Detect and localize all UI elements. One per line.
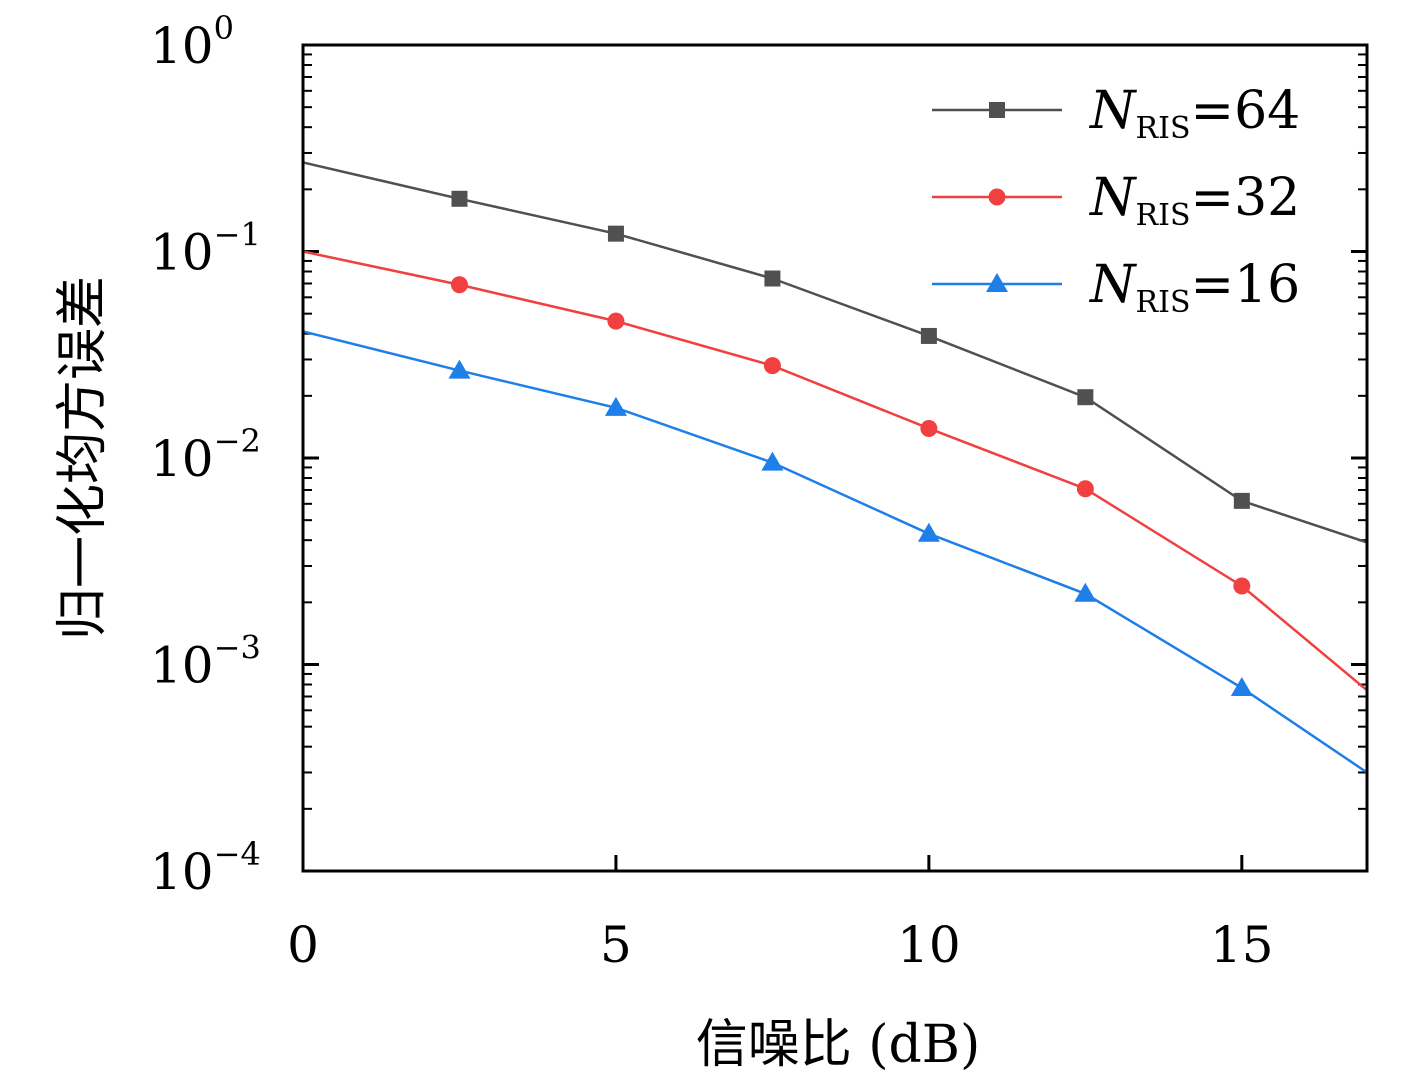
x-tick-labels: 0 5 10 15 <box>287 916 1274 974</box>
data-point-triangle <box>604 396 627 416</box>
legend-label: NRIS=32 <box>1088 168 1300 233</box>
series-layer <box>302 161 1368 774</box>
data-point-square <box>451 190 468 207</box>
data-point-square <box>764 270 781 287</box>
legend-label: NRIS=64 <box>1088 81 1300 146</box>
data-point-triangle <box>1230 676 1253 696</box>
x-tick-label: 15 <box>1210 916 1274 974</box>
series-line <box>302 330 1368 774</box>
x-tick-label: 10 <box>897 916 961 974</box>
y-axis-label: 归一化均方误差 <box>53 276 113 640</box>
data-point-circle <box>607 312 625 330</box>
legend-entry: NRIS=32 <box>932 168 1300 233</box>
data-point-square <box>989 102 1005 118</box>
data-point-triangle <box>761 451 784 471</box>
y-tick-label: 100 <box>150 9 234 75</box>
data-point-circle <box>920 419 938 437</box>
series-line <box>302 161 1368 544</box>
series-2 <box>302 250 1368 692</box>
y-tick-labels: 100 10−1 10−2 10−3 10−4 <box>150 9 261 901</box>
legend: NRIS=64 NRIS=32 NRIS=16 <box>932 81 1300 320</box>
data-point-square <box>1077 389 1094 406</box>
data-point-circle <box>988 188 1006 206</box>
y-tick-label: 10−3 <box>150 629 261 695</box>
y-tick-label: 10−2 <box>150 422 261 488</box>
data-point-circle <box>1076 480 1094 498</box>
data-point-triangle <box>1074 582 1097 602</box>
data-point-circle <box>450 276 468 294</box>
x-tick-label: 0 <box>287 916 319 974</box>
plot-frame <box>301 43 1369 873</box>
legend-entry: NRIS=16 <box>932 255 1300 320</box>
x-tick-label: 5 <box>600 916 632 974</box>
data-point-triangle <box>448 359 471 379</box>
data-point-triangle <box>917 522 940 542</box>
data-point-square <box>607 225 624 242</box>
legend-entry: NRIS=64 <box>932 81 1300 146</box>
data-point-circle <box>763 357 781 375</box>
data-point-square <box>920 327 937 344</box>
legend-label: NRIS=16 <box>1088 255 1300 320</box>
data-point-circle <box>1233 577 1251 595</box>
series-3 <box>302 330 1368 774</box>
y-tick-label: 10−1 <box>150 216 261 282</box>
series-line <box>302 250 1368 692</box>
data-point-triangle <box>986 273 1008 292</box>
data-point-square <box>1233 492 1250 509</box>
x-axis-label: 信噪比 (dB) <box>696 1015 981 1075</box>
series-1 <box>302 161 1368 544</box>
y-tick-label: 10−4 <box>150 835 261 901</box>
